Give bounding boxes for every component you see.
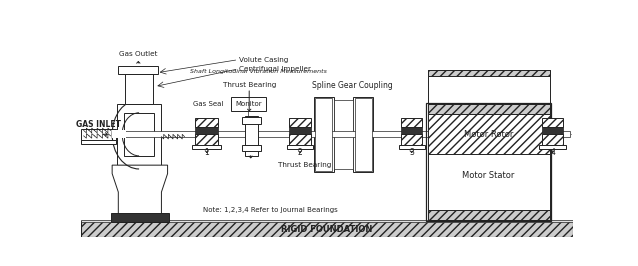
Bar [112,131,126,138]
Text: Spline Gear Coupling: Spline Gear Coupling [312,81,393,90]
Text: Motor Stator: Motor Stator [463,171,515,180]
Bar [287,145,313,149]
Bar [426,103,551,221]
Bar [540,145,566,149]
Bar [428,70,549,104]
Text: Thrust Bearing: Thrust Bearing [223,82,276,88]
Bar [334,100,353,169]
Text: Centrifugal Impeller: Centrifugal Impeller [239,66,311,72]
Bar [81,129,116,140]
Bar [124,113,154,156]
Bar [195,127,218,134]
Bar [315,98,332,171]
Text: Gas Outlet: Gas Outlet [119,51,158,57]
Text: 1: 1 [205,148,209,157]
Bar [355,98,371,171]
Bar [428,114,549,154]
Bar [81,221,573,237]
Bar [118,66,158,74]
Text: Shaft Longitudinal Vibration Measurements: Shaft Longitudinal Vibration Measurement… [190,69,327,74]
Bar [542,134,563,145]
Bar [195,134,218,145]
Bar [314,97,334,172]
Bar [81,220,573,222]
Text: RIGID FOUNDATION: RIGID FOUNDATION [281,225,373,234]
Bar [289,134,311,145]
Bar [242,145,261,151]
Bar [428,70,549,76]
Polygon shape [112,165,168,222]
Bar [81,140,116,144]
Bar [428,104,549,114]
Bar [401,127,422,134]
Text: 2: 2 [298,148,302,157]
Bar [353,97,373,172]
Bar [289,127,311,134]
Bar [192,145,221,149]
Bar [242,117,261,123]
Bar [116,131,570,137]
Bar [246,116,258,156]
Text: Note: 1,2,3,4 Refer to Journal Bearings: Note: 1,2,3,4 Refer to Journal Bearings [203,207,338,213]
Bar [428,210,549,220]
Text: GAS INLET: GAS INLET [76,120,121,129]
Text: 3: 3 [409,148,414,157]
Bar [401,118,422,127]
Text: 4: 4 [550,148,555,157]
Bar [232,97,266,111]
Bar [289,118,311,127]
Text: Volute Casing: Volute Casing [239,57,288,63]
Bar [542,118,563,127]
Text: Thrust Bearing: Thrust Bearing [278,162,331,168]
Text: Motor Rotor: Motor Rotor [464,130,514,139]
Bar [125,74,153,103]
Bar [399,145,425,149]
Text: Gas Seal: Gas Seal [193,101,224,107]
Bar [195,118,218,127]
Bar [117,103,161,165]
Bar [428,140,549,210]
Bar [110,213,169,222]
Text: Monitor: Monitor [235,101,262,107]
Bar [542,127,563,134]
Bar [401,134,422,145]
